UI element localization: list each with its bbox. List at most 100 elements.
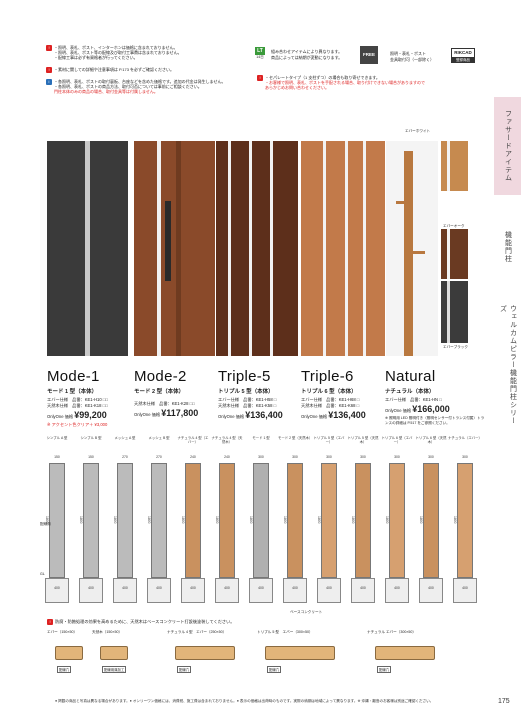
drawing-label: モード 1 型 xyxy=(252,436,270,440)
section-drawings: エバー（150×50） 配線穴 天然木（150×50） 配線用溝加工 ナチュラル 4 型… xyxy=(47,630,487,680)
note-line: あらかじめお問い合わせください。 xyxy=(265,85,329,91)
drawing-depth: 400 xyxy=(258,586,264,590)
page-number: 175 xyxy=(498,698,510,705)
drawing-width: 300 xyxy=(258,455,264,459)
product-code: エバー仕様 品番：KE1-HN □ xyxy=(385,396,442,402)
drawing-column: トリプル 6 型（天然木） 300 1800 400 xyxy=(414,436,448,621)
base-concrete xyxy=(45,578,69,603)
drawing-depth: 400 xyxy=(394,586,400,590)
drawing-height: 1800 xyxy=(283,516,287,524)
drawing-depth: 400 xyxy=(190,586,196,590)
section-label: 天然木（150×50） xyxy=(92,630,123,634)
photo-mode-1 xyxy=(47,141,128,356)
side-tab-facade[interactable]: ファサードアイテム xyxy=(494,97,521,195)
note-line: ・各照明、表札、ポストの取付裏板、台座などを含めた価格です。追加の代金は発生しま… xyxy=(54,78,226,84)
price: ¥166,000 xyxy=(412,404,450,415)
swatch-label: エバーオーク xyxy=(443,224,465,228)
product-title: Triple-5 xyxy=(218,368,271,385)
drawing-height: 1800 xyxy=(453,516,457,524)
note-line: ・各照明、表札、ポストの商品方法、取付可否については事前にご相談ください。 xyxy=(54,83,202,89)
post-elevation xyxy=(185,463,201,578)
side-tab-function[interactable]: 機能門柱 xyxy=(504,231,512,263)
base-concrete xyxy=(453,578,477,603)
warning-icon: ! xyxy=(46,66,52,73)
drawing-depth: 400 xyxy=(428,586,434,590)
drawing-width: 300 xyxy=(326,455,332,459)
swatch-title: エバーホワイト xyxy=(405,129,431,133)
product-info: モード 2 型（本体） 天然木仕様 品番：KE1-K28 □□ OnlyOne … xyxy=(134,389,219,420)
warning-icon: ! xyxy=(46,45,52,51)
free-text: 照明・表札・ポスト 金具取付可（一部除く） xyxy=(390,51,434,62)
post-elevation xyxy=(423,463,439,578)
drawing-depth: 400 xyxy=(54,586,60,590)
swatch-label: エバーブラック xyxy=(443,345,468,349)
drawing-label: シンプル B 型 xyxy=(80,436,102,440)
drawing-column: ナチュラル 4 型（天然木） 240 1800 400 xyxy=(210,436,244,621)
section-profile xyxy=(55,646,83,660)
drawing-width: 150 xyxy=(88,455,94,459)
product-info: トリプル 6 型（本体） エバー仕様 品番：KE1-H68 □ 天然木仕様 品番… xyxy=(301,389,386,422)
product-note: ※ アクセント色クリア＋ ¥3,000 xyxy=(47,422,108,428)
drawing-label: ナチュラル 4 型（天然木） xyxy=(211,436,243,445)
base-concrete xyxy=(147,578,171,603)
drawing-label: モード 2 型（天然木） xyxy=(278,436,313,440)
drawing-column: モード 2 型（天然木） 300 1800 400 xyxy=(278,436,312,621)
note-line: 金具取付可（一部除く） xyxy=(390,56,434,62)
section-profile xyxy=(375,646,435,660)
note-line: 照明・表札・ポスト xyxy=(390,51,426,56)
drawing-column: シンプル B 型 150 1800 400 xyxy=(74,436,108,621)
base-concrete xyxy=(317,578,341,603)
section-note: 配線穴 xyxy=(177,666,192,673)
swatch-column: エバーオーク エバーブラウン エバーブラック xyxy=(441,141,468,356)
base-concrete xyxy=(249,578,273,603)
drawing-column: モード 1 型 300 1800 400 xyxy=(244,436,278,621)
note-block: i ・各照明、表札、ポストの取付裏板、台座などを含めた価格です。追加の代金は発生… xyxy=(46,78,241,95)
base-concrete xyxy=(385,578,409,603)
note-block: ! ・照明、表札、ポスト、インターホンは価格に含まれておりません。 ・照明、表札… xyxy=(46,45,241,61)
side-tab-series[interactable]: ウェルカムピラー機能門柱シリーズ xyxy=(499,305,517,425)
footer-note: ● 掲載の商品と写真は異なる場合があります。● オンリーワン価格には、消費税、施… xyxy=(55,699,434,703)
drawing-width: 240 xyxy=(190,455,196,459)
warning-icon: ! xyxy=(47,619,53,625)
product-code: 天然木仕様 品番：KE1-K58 □ xyxy=(218,403,277,409)
drawings-row: シンプル A 型 150 1800 400 シンプル B 型 150 1800 400 メッシュ… xyxy=(40,436,490,621)
product-note: ※ 照明用 LED 照明付き（照明センサー付トランス付属）トランスの詳細は P.… xyxy=(385,416,485,426)
drawing-column: トリプル 5 型（エバー） 300 1800 400 xyxy=(312,436,346,621)
base-concrete xyxy=(419,578,443,603)
drawing-height: 1800 xyxy=(147,516,151,524)
section-label: トリプル 5 型 エバー（300×50） xyxy=(257,630,313,634)
drawing-depth: 400 xyxy=(292,586,298,590)
notes-left: ! ・照明、表札、ポスト、インターホンは価格に含まれておりません。 ・照明、表札… xyxy=(46,45,241,94)
drawing-width: 300 xyxy=(462,455,468,459)
drawing-width: 270 xyxy=(122,455,128,459)
product-code: 天然木仕様 品番：KE1-K18 □□ xyxy=(47,403,108,409)
drawing-width: 300 xyxy=(360,455,366,459)
post-elevation xyxy=(219,463,235,578)
photo-triple-5 xyxy=(216,141,298,356)
photo-triple-6 xyxy=(301,141,385,356)
post-elevation xyxy=(355,463,371,578)
note-line: ・セパレートタイプ（1 支柱ずつ）の場合も取り寄せできます。 xyxy=(265,75,380,80)
note-line: ・照明、表札、ポスト、インターホンは価格に含まれておりません。 xyxy=(54,45,178,50)
product-code: エバー仕様 品番：KE1-H68 □ xyxy=(301,396,360,402)
drawing-width: 150 xyxy=(54,455,60,459)
price-label: OnlyOne 価格 xyxy=(218,414,245,420)
product-name: トリプル 5 型（本体） xyxy=(218,389,274,395)
drawing-height: 1800 xyxy=(45,516,49,524)
post-elevation xyxy=(389,463,405,578)
lead-time-text: 組み合わせアイテムにより異なります。 商品によっては納期が変動になります。 xyxy=(271,49,342,60)
price: ¥117,800 xyxy=(161,408,199,419)
drawing-depth: 400 xyxy=(462,586,468,590)
swatch-black xyxy=(441,281,468,343)
drawing-label: ナチュラル（エバー） xyxy=(448,436,482,440)
note-line: ・素材に関しての詳細や注意事項は P.173 を必ずご確認ください。 xyxy=(54,66,175,72)
bottom-note: ! 防腐・防蝕処理の効果を高めるために、天然木はベースコンクリート打設後塗装して… xyxy=(47,619,347,625)
drawing-column: ナチュラル 4 型（エバー） 240 1800 400 xyxy=(176,436,210,621)
note-block: ! ・素材に関しての詳細や注意事項は P.173 を必ずご確認ください。 xyxy=(46,66,241,73)
drawing-label: メッシュ A 型 xyxy=(114,436,136,440)
post-elevation xyxy=(253,463,269,578)
note-line: ・配線工事は必ず有資格者が行ってください。 xyxy=(54,55,138,61)
info-icon: i xyxy=(46,78,52,85)
section-profile xyxy=(175,646,235,660)
post-elevation xyxy=(321,463,337,578)
